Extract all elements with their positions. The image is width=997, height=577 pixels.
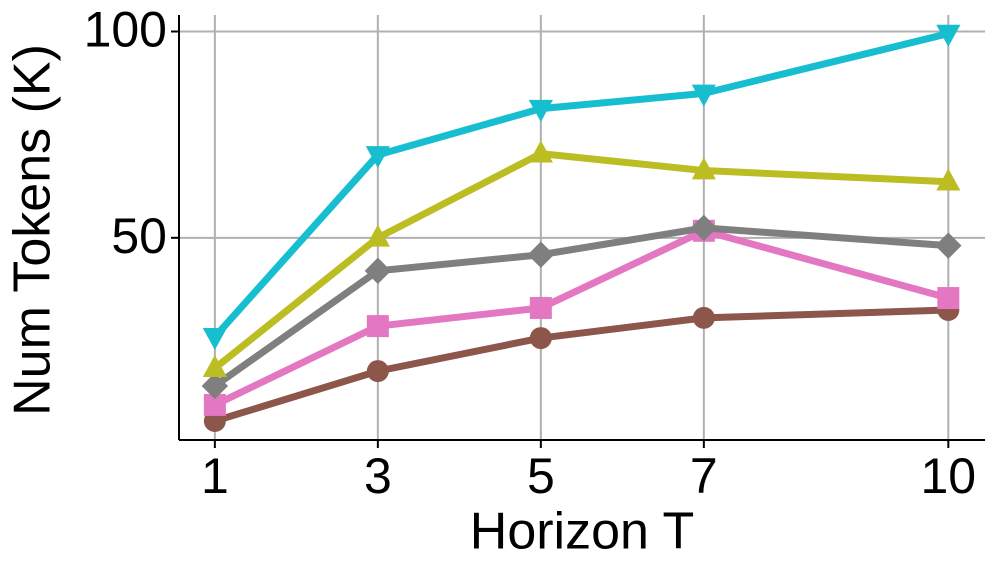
point — [365, 146, 390, 169]
x-tick-label: 1 — [201, 448, 229, 504]
y-tick-label: 50 — [111, 208, 167, 264]
point — [529, 327, 552, 350]
point — [527, 241, 555, 268]
point — [203, 393, 226, 416]
point — [202, 355, 227, 378]
point — [366, 315, 389, 338]
point — [202, 328, 227, 351]
point — [690, 214, 718, 242]
y-tick-label: 100 — [84, 2, 167, 58]
point — [365, 224, 390, 247]
point — [936, 168, 961, 191]
point — [529, 296, 552, 319]
point — [528, 99, 553, 122]
point — [935, 232, 962, 259]
point — [691, 84, 716, 107]
point — [364, 257, 392, 285]
series-line — [213, 306, 949, 425]
x-tick-label: 7 — [690, 448, 718, 504]
x-tick-label: 5 — [527, 448, 555, 504]
x-axis-label: Horizon T — [470, 503, 694, 561]
point — [692, 306, 715, 329]
x-tick-label: 3 — [364, 448, 392, 504]
x-tick-label: 10 — [921, 448, 977, 504]
point — [691, 157, 716, 180]
series-line — [213, 227, 950, 409]
point — [937, 287, 960, 310]
point — [366, 360, 389, 383]
point — [201, 372, 229, 400]
point — [936, 24, 961, 47]
y-axis-label: Num Tokens (K) — [4, 44, 62, 416]
series-line — [212, 224, 949, 389]
point — [528, 140, 553, 163]
